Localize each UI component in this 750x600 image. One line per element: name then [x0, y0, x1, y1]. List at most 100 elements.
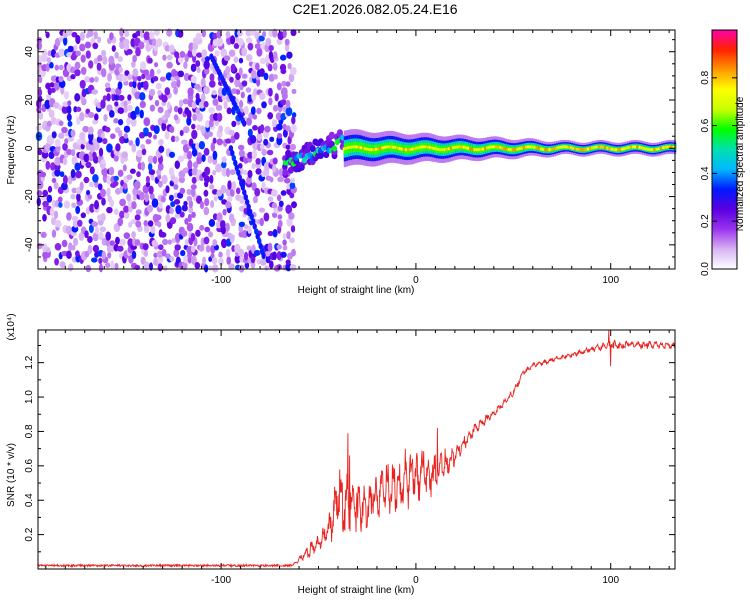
spectrogram-cell	[139, 191, 145, 201]
spectrogram-cell	[289, 143, 297, 151]
spectrogram-cell	[59, 261, 66, 269]
spectrogram-cell	[191, 123, 196, 130]
spectrogram-cell	[54, 219, 62, 228]
spectrogram-cell	[288, 73, 295, 83]
spectrogram-cell	[158, 201, 163, 209]
spectrogram-cell	[138, 41, 145, 50]
spectrogram-cell	[285, 99, 291, 109]
spectrogram-cell	[246, 245, 252, 251]
spectrogram-cell	[644, 147, 648, 151]
spectrogram-cell	[63, 90, 70, 100]
spectrogram-cell	[234, 28, 239, 38]
spectrogram-cell	[619, 147, 622, 152]
spectrogram-cell	[143, 31, 151, 41]
spectrogram-cell	[51, 229, 57, 238]
spectrogram-cell	[258, 242, 263, 250]
spectrogram-cell	[561, 145, 564, 149]
spectrogram-cell	[87, 28, 94, 38]
spectrogram-cell	[170, 135, 176, 143]
spectrogram-cell	[114, 51, 119, 59]
spectrogram-cell	[92, 42, 99, 50]
spectrogram-cell	[282, 239, 287, 246]
spectrogram-cell	[439, 148, 442, 152]
spectrogram-cell	[155, 214, 162, 221]
spectrogram-cell	[76, 192, 81, 202]
spectrogram-cell	[406, 148, 410, 152]
spectrogram-cell	[286, 51, 293, 59]
spectrogram-cell	[236, 169, 241, 176]
spectrogram-cell	[640, 146, 643, 150]
spectrogram-cell	[233, 43, 240, 49]
spectrogram-cell	[203, 147, 210, 156]
spectrogram-cell	[91, 257, 98, 263]
spectrogram-cell	[550, 147, 553, 151]
spectrogram-cell	[143, 127, 149, 134]
spectrogram-cell	[451, 146, 455, 150]
spectrogram-cell	[411, 147, 414, 151]
spectrogram-cell	[237, 248, 245, 257]
spectrogram-cell	[642, 146, 646, 151]
spectrogram-cell	[103, 114, 108, 122]
spectrogram-cell	[62, 143, 68, 151]
spectrogram-cell	[441, 148, 444, 152]
spectrogram-cell	[87, 126, 94, 135]
spectrogram-cell	[195, 229, 201, 237]
spectrogram-cell	[151, 198, 159, 208]
spectrogram-cell	[661, 146, 665, 150]
spectrogram-cell	[107, 72, 112, 82]
spectrogram-cell	[242, 169, 248, 176]
spectrogram-cell	[152, 38, 157, 47]
spectrogram-plot: -100 0 100 -40 -20 0 20 40	[24, 27, 677, 286]
spectrogram-cell	[191, 255, 197, 265]
spectrogram-cell	[74, 61, 81, 70]
spectrogram-cell	[127, 238, 134, 248]
spectrogram-cell	[211, 264, 219, 273]
spectrogram-cell	[156, 250, 164, 258]
spectrogram-cell	[415, 146, 419, 150]
y-tick-label: 0.6	[24, 458, 35, 472]
spectrogram-cell	[79, 79, 86, 89]
spectrogram-cell	[285, 204, 293, 215]
spectrogram-cell	[173, 114, 179, 121]
spectrogram-cell	[256, 107, 262, 115]
snr-background	[38, 330, 675, 569]
spectrogram-cell	[522, 145, 526, 150]
spectrogram-cell	[46, 93, 52, 100]
spectrogram-cell	[71, 244, 76, 251]
spectrogram-cell	[58, 76, 64, 83]
spectrogram-cell	[552, 147, 556, 151]
spectrogram-cell	[140, 161, 146, 171]
spectrogram-cell	[174, 136, 180, 142]
spectrogram-cell	[122, 182, 128, 190]
spectrogram-cell	[101, 197, 106, 206]
spectrogram-cell	[194, 262, 201, 269]
spectrogram-cell	[184, 238, 189, 246]
spectrogram-cell	[190, 75, 197, 84]
spectrogram-cell	[150, 173, 155, 181]
spectrogram-cell	[631, 145, 635, 149]
spectrogram-cell	[169, 207, 174, 215]
spectrogram-cell	[421, 145, 425, 149]
spectrogram-cell	[49, 82, 55, 88]
spectrogram-cell	[63, 200, 71, 209]
spectrogram-cell	[218, 125, 224, 133]
spectrogram-cell	[62, 175, 68, 185]
spectrogram-cell	[496, 145, 500, 149]
spectrogram-cell	[290, 124, 297, 133]
spectrogram-cell	[78, 232, 85, 241]
spectrogram-cell	[157, 221, 162, 228]
spectrogram-cell	[263, 212, 270, 222]
spectrogram-cell	[118, 66, 123, 73]
spectrogram-cell	[158, 145, 165, 153]
spectrogram-cell	[256, 132, 263, 142]
spectrogram-cell	[621, 147, 624, 151]
spectrogram-cell	[109, 240, 115, 246]
spectrogram-cell	[240, 184, 245, 191]
spectrogram-cell	[70, 129, 76, 138]
spectrogram-cell	[276, 244, 282, 250]
spectrogram-cell	[109, 110, 115, 118]
spectrogram-cell	[109, 32, 114, 41]
spectrogram-cell	[51, 177, 57, 184]
spectrogram-cell	[63, 36, 68, 46]
spectrogram-cell	[533, 145, 536, 149]
